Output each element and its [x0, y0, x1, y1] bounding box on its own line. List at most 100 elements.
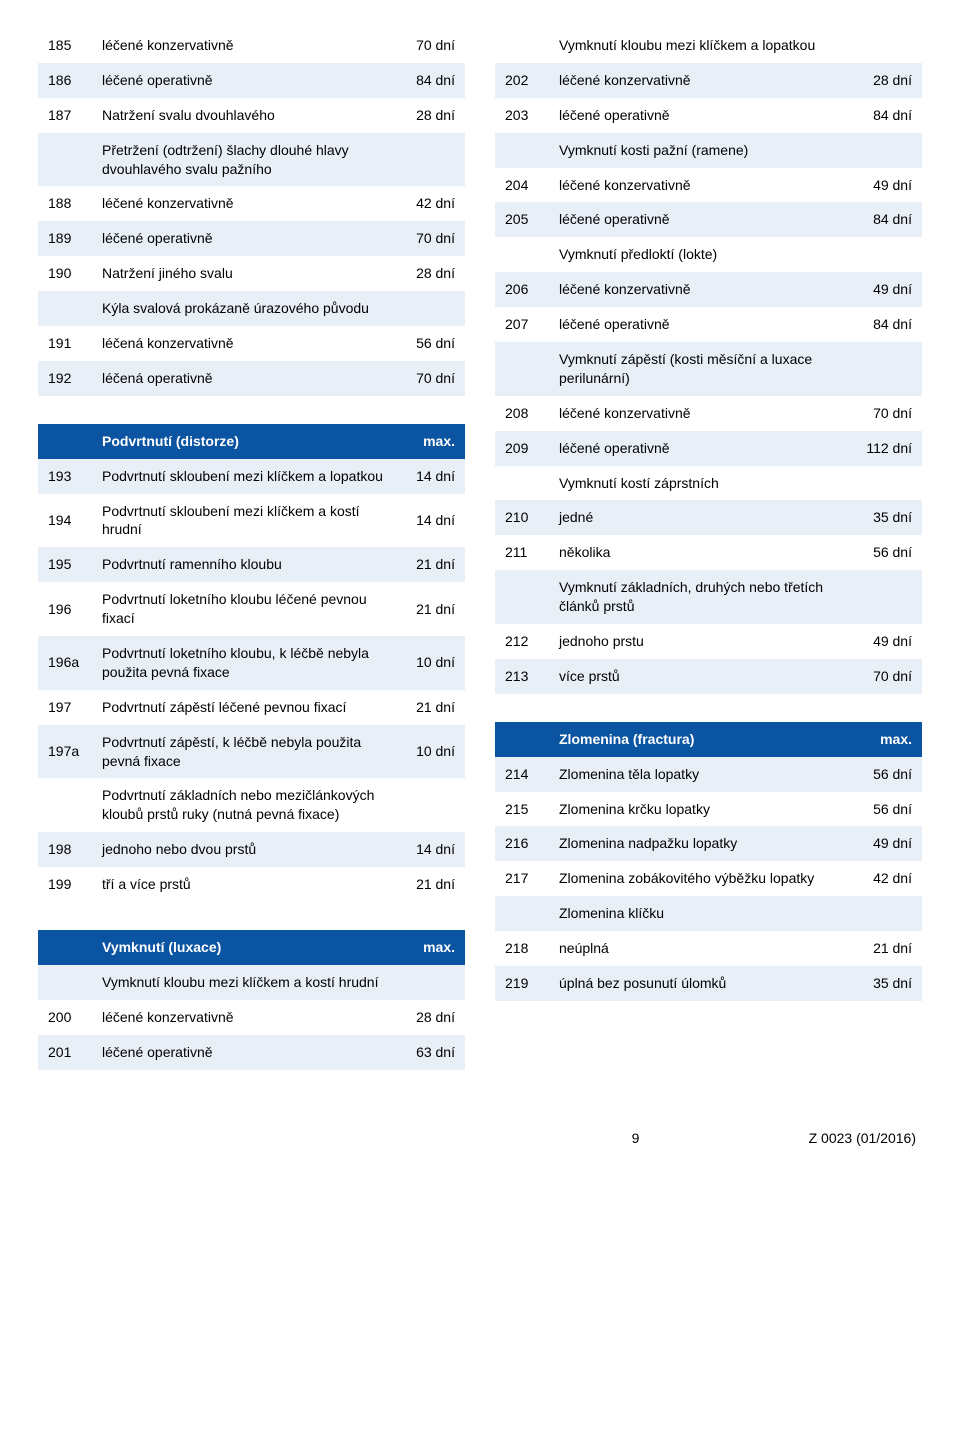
row-num: 216	[495, 826, 549, 861]
right-block1-table: Vymknutí kloubu mezi klíčkem a lopatkou …	[495, 28, 922, 694]
row-num: 218	[495, 931, 549, 966]
row-val: 35 dní	[852, 500, 922, 535]
table-row: 185léčené konzervativně70 dní	[38, 28, 465, 63]
table-row: 196Podvrtnutí loketního kloubu léčené pe…	[38, 582, 465, 636]
row-num: 212	[495, 624, 549, 659]
row-val: 84 dní	[852, 202, 922, 237]
row-label: Zlomenina nadpažku lopatky	[549, 826, 852, 861]
row-label: Kýla svalová prokázaně úrazového původu	[92, 291, 395, 326]
row-label: léčené operativně	[92, 221, 395, 256]
row-val: 56 dní	[852, 757, 922, 792]
row-val	[395, 778, 465, 832]
row-label: Podvrtnutí základních nebo mezičlánkovýc…	[92, 778, 395, 832]
row-num: 197	[38, 690, 92, 725]
table-row: 186léčené operativně84 dní	[38, 63, 465, 98]
table-row: 207léčené operativně84 dní	[495, 307, 922, 342]
table-row: Vymknutí základních, druhých nebo třetíc…	[495, 570, 922, 624]
table-row: 213více prstů70 dní	[495, 659, 922, 694]
row-label: Podvrtnutí skloubení mezi klíčkem a lopa…	[92, 459, 395, 494]
row-num: 219	[495, 966, 549, 1001]
row-num: 194	[38, 494, 92, 548]
row-label: léčené operativně	[549, 431, 852, 466]
left-block3-table: Vymknutí (luxace)max. Vymknutí kloubu me…	[38, 930, 465, 1070]
row-label: Podvrtnutí zápěstí, k léčbě nebyla použi…	[92, 725, 395, 779]
row-label: léčené konzervativně	[92, 1000, 395, 1035]
table-row: 212jednoho prstu49 dní	[495, 624, 922, 659]
row-label: léčené konzervativně	[92, 28, 395, 63]
table-row: 190Natržení jiného svalu28 dní	[38, 256, 465, 291]
table-row: 195Podvrtnutí ramenního kloubu21 dní	[38, 547, 465, 582]
row-label: úplná bez posunutí úlomků	[549, 966, 852, 1001]
row-num: 195	[38, 547, 92, 582]
row-label: Zlomenina krčku lopatky	[549, 792, 852, 827]
row-num: 204	[495, 168, 549, 203]
row-val: 28 dní	[395, 256, 465, 291]
row-num: 199	[38, 867, 92, 902]
row-val: 21 dní	[395, 547, 465, 582]
row-num: 214	[495, 757, 549, 792]
row-label: léčená konzervativně	[92, 326, 395, 361]
row-val: max.	[852, 722, 922, 757]
row-label: léčené konzervativně	[549, 272, 852, 307]
spacer	[495, 694, 922, 722]
row-label: více prstů	[549, 659, 852, 694]
section-header: Vymknutí (luxace)max.	[38, 930, 465, 965]
row-label: Podvrtnutí (distorze)	[92, 424, 395, 459]
row-val: 14 dní	[395, 832, 465, 867]
row-num: 213	[495, 659, 549, 694]
row-num: 202	[495, 63, 549, 98]
row-label: léčené operativně	[92, 1035, 395, 1070]
row-val: max.	[395, 930, 465, 965]
table-row: 196aPodvrtnutí loketního kloubu, k léčbě…	[38, 636, 465, 690]
row-num: 197a	[38, 725, 92, 779]
right-block2-table: Zlomenina (fractura)max. 214Zlomenina tě…	[495, 722, 922, 1001]
row-num: 192	[38, 361, 92, 396]
table-row: 191léčená konzervativně56 dní	[38, 326, 465, 361]
row-label: Vymknutí kosti pažní (ramene)	[549, 133, 852, 168]
row-val	[852, 237, 922, 272]
table-row: Vymknutí kloubu mezi klíčkem a lopatkou	[495, 28, 922, 63]
row-val	[852, 896, 922, 931]
row-label: Podvrtnutí loketního kloubu, k léčbě neb…	[92, 636, 395, 690]
row-val: 42 dní	[852, 861, 922, 896]
table-row: 187Natržení svalu dvouhlavého28 dní	[38, 98, 465, 133]
table-row: 201léčené operativně63 dní	[38, 1035, 465, 1070]
row-val: 14 dní	[395, 494, 465, 548]
left-block1-table: 185léčené konzervativně70 dní 186léčené …	[38, 28, 465, 396]
table-row: 218neúplná21 dní	[495, 931, 922, 966]
row-val: 14 dní	[395, 459, 465, 494]
row-label: léčená operativně	[92, 361, 395, 396]
row-label: Vymknutí zápěstí (kosti měsíční a luxace…	[549, 342, 852, 396]
table-row: 197aPodvrtnutí zápěstí, k léčbě nebyla p…	[38, 725, 465, 779]
row-label: léčené operativně	[549, 98, 852, 133]
table-row: 197Podvrtnutí zápěstí léčené pevnou fixa…	[38, 690, 465, 725]
row-label: Natržení svalu dvouhlavého	[92, 98, 395, 133]
row-val	[852, 133, 922, 168]
row-val: 56 dní	[852, 535, 922, 570]
row-val: 63 dní	[395, 1035, 465, 1070]
table-row: 215Zlomenina krčku lopatky56 dní	[495, 792, 922, 827]
row-label: Zlomenina klíčku	[549, 896, 852, 931]
row-label: Vymknutí kloubu mezi klíčkem a lopatkou	[549, 28, 852, 63]
row-val: 70 dní	[852, 396, 922, 431]
row-val	[852, 466, 922, 501]
row-num: 185	[38, 28, 92, 63]
table-row: Vymknutí kostí záprstních	[495, 466, 922, 501]
row-label: léčené operativně	[549, 202, 852, 237]
row-label: léčené konzervativně	[549, 396, 852, 431]
row-label: léčené konzervativně	[549, 168, 852, 203]
row-num: 193	[38, 459, 92, 494]
row-val: 28 dní	[395, 98, 465, 133]
table-row: Vymknutí kosti pažní (ramene)	[495, 133, 922, 168]
row-num: 207	[495, 307, 549, 342]
table-row: 202léčené konzervativně28 dní	[495, 63, 922, 98]
row-val: 70 dní	[852, 659, 922, 694]
table-row: 216Zlomenina nadpažku lopatky49 dní	[495, 826, 922, 861]
table-row: 192léčená operativně70 dní	[38, 361, 465, 396]
table-row: 200léčené konzervativně28 dní	[38, 1000, 465, 1035]
row-num: 215	[495, 792, 549, 827]
row-num: 196a	[38, 636, 92, 690]
row-label: Podvrtnutí ramenního kloubu	[92, 547, 395, 582]
row-num: 198	[38, 832, 92, 867]
row-label: Podvrtnutí skloubení mezi klíčkem a kost…	[92, 494, 395, 548]
